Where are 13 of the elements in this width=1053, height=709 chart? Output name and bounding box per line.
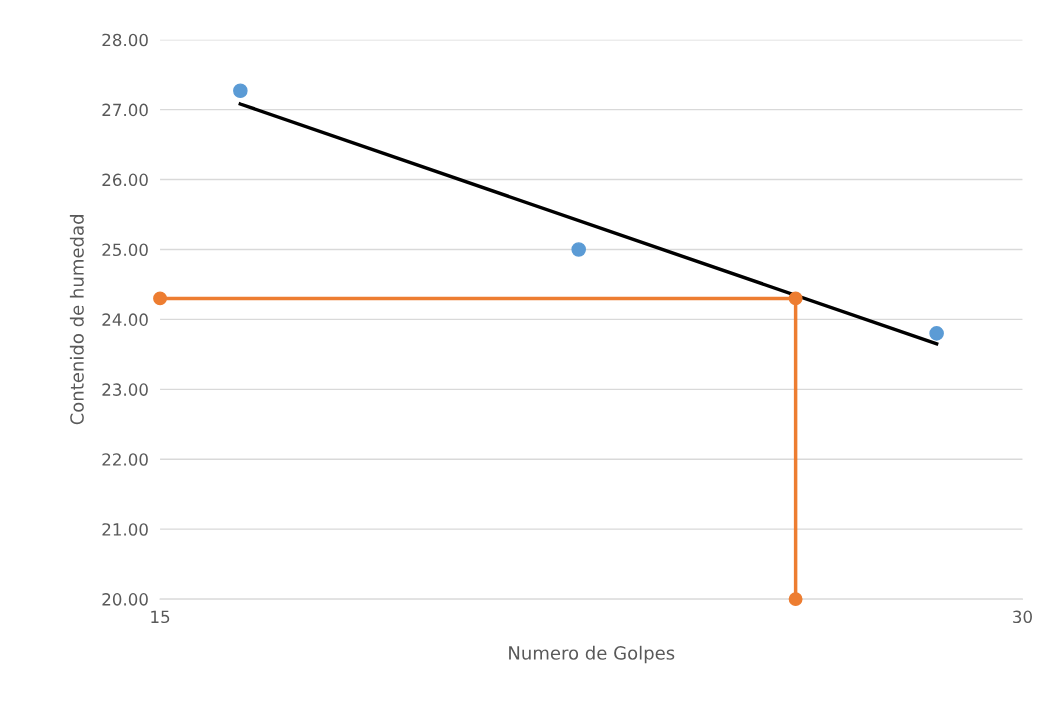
y-tick-label: 25.00 [102, 243, 148, 257]
y-tick-label: 27.00 [102, 103, 148, 117]
y-tick-label: 24.00 [102, 313, 148, 326]
y-tick-label: 22.00 [102, 453, 148, 466]
y-tick-label: 20.00 [102, 593, 148, 606]
y-tick-label: 26.00 [102, 173, 148, 187]
x-tick-label: 15 [151, 610, 170, 624]
y-tick-label: 21.00 [102, 523, 148, 536]
y-axis-title: Contenido de humedad [69, 215, 84, 425]
x-tick-label: 30 [1013, 610, 1032, 624]
x-axis-title: Numero de Golpes [509, 645, 675, 664]
y-tick-label: 28.00 [102, 33, 148, 47]
y-tick-label: 23.00 [102, 383, 148, 396]
